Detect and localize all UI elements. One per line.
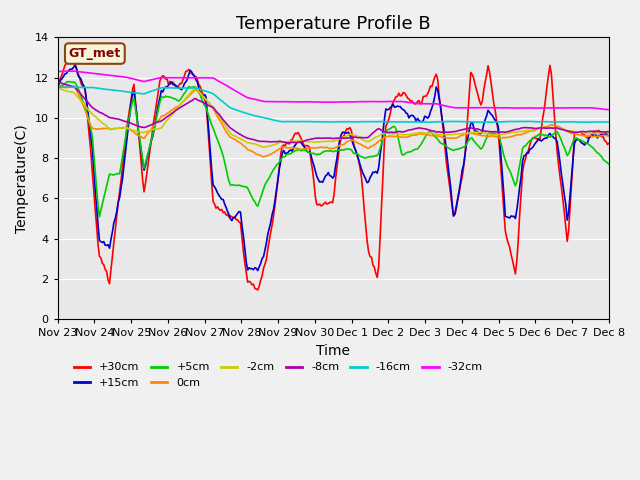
Y-axis label: Temperature(C): Temperature(C) (15, 124, 29, 233)
Legend: +30cm, +15cm, +5cm, 0cm, -2cm, -8cm, -16cm, -32cm: +30cm, +15cm, +5cm, 0cm, -2cm, -8cm, -16… (69, 358, 487, 392)
Title: Temperature Profile B: Temperature Profile B (236, 15, 431, 33)
Text: GT_met: GT_met (68, 47, 121, 60)
X-axis label: Time: Time (316, 344, 350, 358)
